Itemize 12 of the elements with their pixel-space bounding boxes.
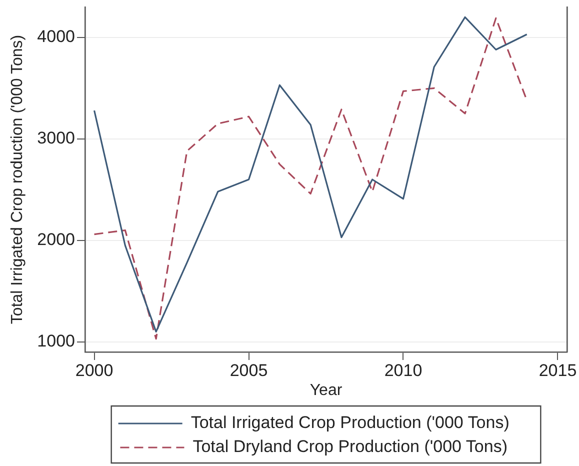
y-tick-label: 3000 <box>37 128 75 148</box>
x-tick-label: 2015 <box>538 360 577 380</box>
x-axis-title: Year <box>310 382 343 399</box>
x-tick-label: 2000 <box>75 360 114 380</box>
y-tick-label: 1000 <box>37 332 75 351</box>
x-tick-label: 2005 <box>230 360 268 380</box>
x-tick-label: 2010 <box>384 360 422 380</box>
y-tick-label: 2000 <box>37 230 75 250</box>
legend-label: Total Irrigated Crop Production ('000 Tons) <box>190 413 510 432</box>
y-axis-title: Total Irrigated Crop roduction ('000 Tons) <box>9 34 26 324</box>
y-tick-label: 4000 <box>37 27 75 46</box>
legend-label: Total Dryland Crop Production ('000 Tons) <box>192 437 508 456</box>
